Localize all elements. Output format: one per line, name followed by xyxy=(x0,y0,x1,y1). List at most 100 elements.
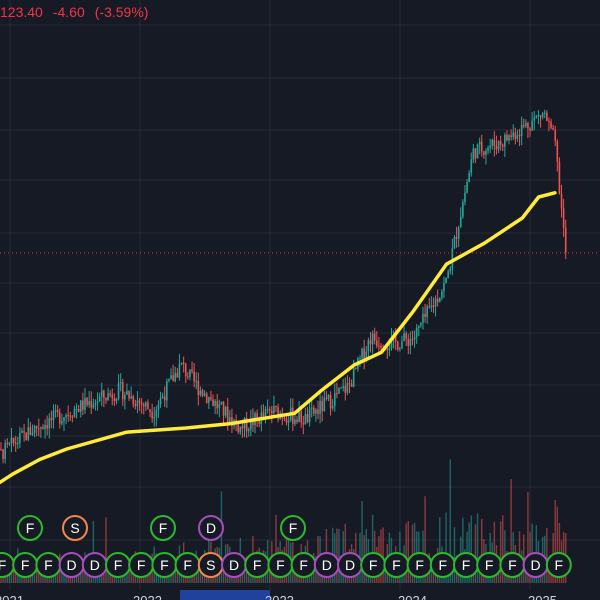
candle-body xyxy=(504,134,506,147)
candle-body xyxy=(338,387,340,394)
candle-body xyxy=(50,418,53,421)
volume-bar xyxy=(14,571,17,583)
event-marker-label: F xyxy=(555,557,564,573)
candle-body xyxy=(218,403,221,409)
candle-body xyxy=(548,121,550,123)
candle-body xyxy=(58,412,61,424)
volume-bar xyxy=(502,515,504,583)
candle-body xyxy=(21,430,23,433)
candle-body xyxy=(464,192,466,203)
candle-body xyxy=(443,282,445,292)
volume-bar xyxy=(275,514,277,583)
candle-body xyxy=(268,409,271,411)
candle-body xyxy=(155,409,158,418)
candle-body xyxy=(199,390,202,396)
candle-body xyxy=(176,373,179,378)
candle-body xyxy=(63,417,65,421)
candle-body xyxy=(214,401,216,406)
x-axis-tick-label: 2025 xyxy=(528,593,557,600)
volume-bar xyxy=(493,521,496,583)
candle-body xyxy=(485,150,487,155)
candle-body xyxy=(380,345,382,349)
candle-body xyxy=(14,443,17,445)
candle-body xyxy=(424,313,426,317)
candle-body xyxy=(92,404,95,408)
candle-body xyxy=(103,390,105,398)
candle-body xyxy=(107,393,109,401)
candle-body xyxy=(208,397,210,403)
event-marker-label: F xyxy=(159,520,168,536)
candle-body xyxy=(378,345,380,347)
candle-body xyxy=(298,411,300,423)
candle-body xyxy=(325,397,328,399)
volume-bar xyxy=(174,565,176,583)
candle-body xyxy=(130,396,132,399)
candle-body xyxy=(287,420,290,423)
event-marker-label: D xyxy=(345,557,355,573)
volume-bar xyxy=(449,459,451,583)
candle-body xyxy=(321,400,324,412)
event-marker-label: F xyxy=(137,557,146,573)
candle-body xyxy=(296,419,298,423)
volume-bar xyxy=(439,517,441,583)
candle-body xyxy=(497,141,500,150)
candle-body xyxy=(77,409,80,413)
volume-bar xyxy=(21,574,23,583)
candle-body xyxy=(29,427,32,435)
candle-body xyxy=(441,291,443,298)
price-change-pct: (-3.59%) xyxy=(94,4,149,20)
volume-bar xyxy=(6,572,8,583)
event-marker-label: D xyxy=(67,557,77,573)
volume-bar xyxy=(499,521,502,583)
candle-body xyxy=(159,398,162,405)
candle-body xyxy=(300,411,303,423)
candle-body xyxy=(525,122,527,127)
event-marker-label: S xyxy=(206,557,215,573)
candle-body xyxy=(541,113,544,118)
candle-body xyxy=(224,406,227,416)
volume-bar xyxy=(130,564,132,583)
candle-body xyxy=(42,427,44,430)
candle-body xyxy=(520,124,523,137)
volume-bar xyxy=(65,570,67,583)
candle-body xyxy=(166,381,168,401)
event-marker-f xyxy=(545,552,572,578)
candle-body xyxy=(2,449,4,460)
candle-body xyxy=(369,340,372,345)
candle-body xyxy=(512,132,515,138)
candle-body xyxy=(556,141,559,162)
candle-body xyxy=(96,401,99,403)
candle-body xyxy=(558,161,561,194)
candle-body xyxy=(258,417,261,425)
volume-bar xyxy=(384,560,386,583)
volume-bar xyxy=(382,527,384,583)
candle-body xyxy=(46,425,48,429)
candle-body xyxy=(266,409,269,411)
candle-body xyxy=(184,364,187,377)
candle-body xyxy=(294,419,296,424)
candle-body xyxy=(121,382,124,400)
candle-body xyxy=(373,333,376,341)
candle-body xyxy=(493,139,496,147)
candle-body xyxy=(302,422,305,425)
candle-body xyxy=(283,417,286,419)
candle-body xyxy=(19,432,21,444)
candle-body xyxy=(98,396,101,402)
event-marker-label: D xyxy=(322,557,332,573)
volume-bar xyxy=(510,479,512,583)
candle-body xyxy=(327,394,330,399)
candle-body xyxy=(472,148,475,160)
candle-body xyxy=(262,412,265,416)
candle-body xyxy=(432,305,435,307)
event-marker-label: F xyxy=(276,557,285,573)
candle-body xyxy=(455,237,458,239)
event-marker-label: F xyxy=(26,520,35,536)
volume-bar xyxy=(126,568,128,583)
candle-body xyxy=(132,396,135,405)
candle-body xyxy=(172,375,174,382)
candle-body xyxy=(363,348,365,360)
event-marker-label: F xyxy=(21,557,30,573)
event-marker-label: D xyxy=(531,557,541,573)
